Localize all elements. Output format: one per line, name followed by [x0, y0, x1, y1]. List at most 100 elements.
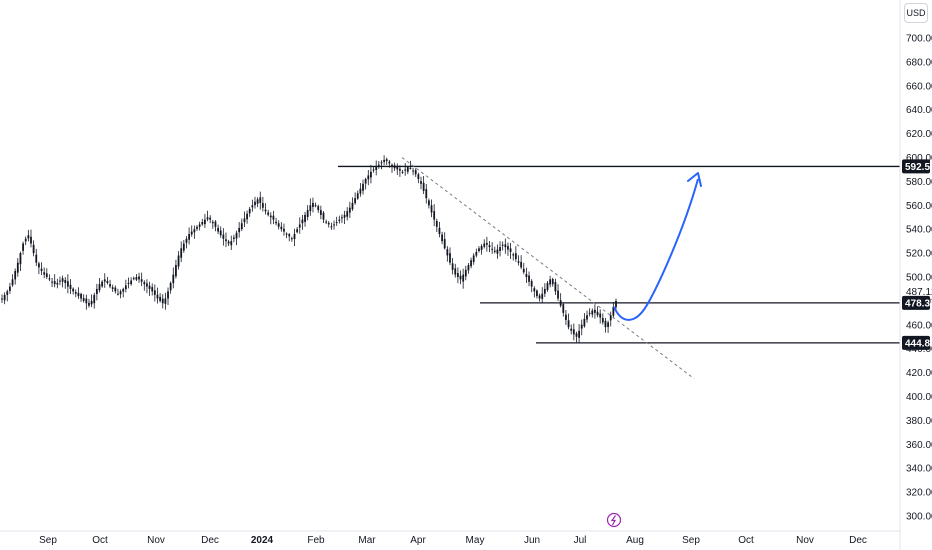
candle [546, 281, 549, 292]
candle [536, 289, 538, 299]
candle [485, 236, 488, 252]
candle [90, 294, 93, 308]
candle [443, 232, 446, 250]
candle [543, 283, 546, 297]
candle [48, 274, 51, 282]
candle [24, 236, 27, 246]
candle [412, 167, 414, 176]
candle [562, 302, 565, 317]
candle [227, 239, 230, 246]
candle [164, 292, 167, 310]
candle [441, 231, 443, 245]
candle [106, 276, 109, 285]
candle [101, 280, 104, 288]
trendline[interactable] [401, 157, 695, 379]
time-tick-label: 2024 [251, 535, 274, 546]
candle [346, 207, 349, 221]
candle [422, 175, 425, 194]
candle [372, 166, 375, 173]
candle [43, 267, 46, 279]
candle [409, 160, 412, 170]
candle [66, 274, 69, 294]
candle [470, 257, 472, 269]
candle [377, 161, 380, 169]
candle [275, 217, 277, 226]
candle [528, 271, 530, 287]
candle [85, 294, 88, 310]
candle [575, 331, 578, 343]
candle [1, 294, 3, 304]
last-price-label: 487.12 [906, 287, 932, 298]
candles [1, 155, 617, 343]
candle [159, 293, 162, 303]
candle [127, 277, 130, 289]
candle [40, 262, 43, 276]
time-tick-label: Apr [410, 535, 426, 546]
candle [290, 236, 293, 242]
price-tick-label: 400.00 [906, 392, 932, 403]
price-axis[interactable]: 700.00 680.00 660.00 640.00 620.00 600.00 580.… [899, 0, 932, 550]
candle [383, 155, 386, 166]
candle [335, 216, 338, 226]
candle [272, 210, 275, 225]
candle [341, 214, 343, 224]
candle [567, 313, 570, 330]
candle [454, 263, 457, 278]
svg-text:478.36: 478.36 [905, 298, 932, 309]
candle [517, 255, 520, 266]
candle [214, 220, 217, 232]
candle [98, 278, 101, 293]
candle [501, 241, 504, 251]
candle [3, 292, 6, 305]
candle [182, 240, 185, 253]
candle [588, 308, 591, 317]
time-axis[interactable]: Sep Oct Nov Dec 2024 Feb Mar Apr May Jun Jul Aug Sep… [0, 530, 900, 546]
tradingview-logo-icon[interactable] [606, 512, 622, 528]
candle [359, 183, 362, 197]
candle [467, 262, 470, 274]
candle [417, 172, 420, 184]
candle [246, 210, 248, 224]
candle [251, 199, 254, 212]
candle [475, 248, 478, 258]
candle [541, 287, 544, 304]
candle [122, 287, 125, 298]
time-tick-label: Nov [796, 535, 814, 546]
candle [312, 197, 314, 213]
candle [109, 279, 111, 289]
candle [520, 255, 523, 270]
candle [243, 211, 246, 228]
candle [522, 262, 525, 275]
candle [167, 287, 169, 305]
candle [375, 160, 378, 176]
candle [111, 284, 114, 292]
candle [201, 218, 204, 226]
candle [35, 248, 38, 266]
candle [114, 285, 117, 294]
candle [306, 205, 309, 221]
candle [446, 246, 449, 262]
time-tick-label: Sep [682, 535, 700, 546]
candle [225, 232, 227, 248]
candle [483, 239, 486, 249]
candle [309, 198, 312, 216]
price-tick-label: 360.00 [906, 440, 932, 451]
candle [80, 292, 82, 302]
candle [370, 164, 372, 184]
currency-button[interactable]: USD [904, 3, 928, 23]
price-tick-label: 640.00 [906, 105, 932, 116]
candle [209, 215, 212, 224]
candle [132, 276, 135, 281]
price-tick-label: 420.00 [906, 368, 932, 379]
projection-arrow[interactable] [613, 178, 699, 321]
candle [288, 232, 291, 242]
time-tick-label: Oct [738, 535, 754, 546]
candle [130, 277, 133, 286]
price-tick-label: 460.00 [906, 320, 932, 331]
time-tick-label: Mar [358, 535, 376, 546]
candle [146, 279, 148, 294]
candle [240, 218, 243, 232]
candle [22, 241, 24, 255]
candle [317, 204, 320, 213]
